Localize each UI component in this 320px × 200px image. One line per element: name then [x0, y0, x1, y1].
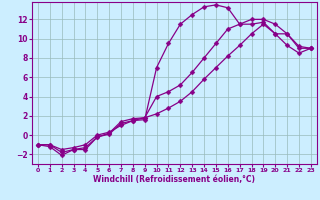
X-axis label: Windchill (Refroidissement éolien,°C): Windchill (Refroidissement éolien,°C): [93, 175, 255, 184]
